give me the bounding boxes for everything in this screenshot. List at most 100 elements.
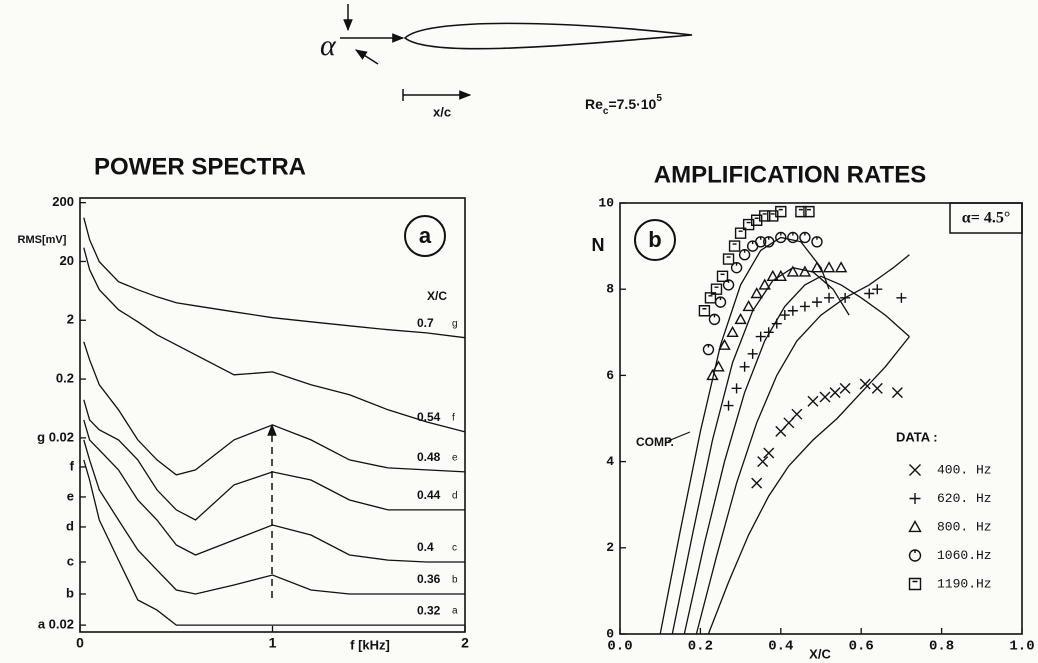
data-point: [798, 265, 812, 277]
x-tick-label: 0.6: [849, 639, 874, 655]
legend-label: 620. Hz: [937, 491, 992, 506]
data-point: [750, 214, 763, 226]
y-tick-label: 0.2: [56, 371, 74, 386]
data-point: [728, 240, 741, 252]
alpha-symbol: α: [320, 29, 337, 62]
y-tick-label: 2: [67, 312, 74, 327]
data-point: [791, 408, 803, 420]
data-point: [763, 236, 775, 248]
y-tick-label: g 0.02: [37, 429, 74, 444]
x-tick-label: 0.8: [929, 639, 954, 655]
data-point: [742, 299, 755, 312]
data-point: [786, 265, 800, 277]
y-tick-label: 4: [606, 454, 614, 469]
data-point: [698, 305, 711, 317]
data-point: [702, 343, 715, 356]
y-tick-label: f: [70, 458, 75, 473]
data-point: [811, 236, 823, 248]
x-axis-label: f [kHz]: [350, 637, 390, 652]
data-point: [840, 292, 851, 303]
x-axis-label: X/C: [809, 646, 831, 661]
series-letter: c: [452, 543, 457, 554]
legend-marker: [909, 493, 921, 504]
data-point: [750, 287, 763, 299]
data-point: [734, 227, 747, 239]
y-axis-label: N: [592, 235, 605, 255]
series-letter: a: [452, 606, 458, 617]
data-point: [839, 382, 851, 394]
data-point: [829, 387, 841, 399]
data-point: [706, 368, 719, 381]
computed-curve: [683, 275, 910, 635]
data-point: [891, 387, 903, 399]
data-point: [738, 249, 751, 261]
data-point: [739, 361, 750, 372]
series-letter: f: [452, 413, 455, 424]
data-point: [787, 231, 799, 244]
data-point: [731, 383, 742, 394]
series-letter: d: [452, 491, 458, 502]
y-tick-label: 20: [60, 253, 74, 268]
data-point: [774, 269, 787, 281]
spectrum-line: [83, 439, 465, 595]
x-tick-label: 0.0: [607, 639, 632, 655]
data-point: [824, 292, 835, 303]
legend-marker: [908, 549, 922, 562]
data-point: [763, 447, 775, 459]
data-point: [822, 261, 836, 273]
series-label: 0.44: [417, 488, 441, 502]
reynolds-label: Rec=7.5·105: [585, 93, 662, 117]
y-tick-label: 6: [606, 368, 614, 383]
data-point: [775, 205, 787, 218]
data-point: [718, 338, 731, 350]
chart-title: POWER SPECTRA: [94, 153, 306, 180]
data-point: [742, 218, 755, 231]
data-point: [810, 261, 824, 273]
spectrum-line: [83, 217, 466, 339]
y-tick-label: b: [66, 585, 74, 600]
data-point: [834, 261, 848, 273]
panel-label: a: [419, 223, 432, 248]
legend-marker: [908, 577, 922, 591]
x-tick-label: 1.0: [1009, 639, 1034, 655]
data-point: [734, 312, 747, 325]
series-label: 0.4: [417, 540, 434, 554]
data-point: [859, 378, 871, 390]
y-tick-label: e: [67, 488, 74, 503]
data-point: [766, 269, 779, 281]
x-tick-label: 0.4: [768, 639, 793, 655]
legend-label: 400. Hz: [937, 462, 992, 477]
y-tick-label: 2: [606, 540, 614, 555]
panel-circle: [404, 215, 446, 257]
data-point: [803, 205, 815, 218]
annotation: COMP.: [636, 435, 674, 449]
data-point: [771, 318, 782, 329]
legend-label: 1190.Hz: [937, 576, 992, 591]
data-point: [716, 270, 729, 282]
alpha-label: α= 4.5°: [962, 210, 1010, 227]
computed-curve: [671, 267, 850, 635]
series-letter: g: [452, 318, 458, 329]
data-point: [723, 400, 734, 411]
x-tick-label: 0: [76, 635, 84, 651]
data-point: [787, 305, 798, 316]
computed-curve: [707, 336, 910, 635]
data-point: [708, 313, 721, 325]
legend-label: 1060.Hz: [937, 548, 992, 563]
x-over-c-label: x/c: [433, 104, 451, 119]
data-point: [779, 310, 790, 321]
x-tick-label: 0.2: [688, 639, 713, 655]
series-label: 0.7: [417, 316, 434, 330]
airfoil: [403, 22, 693, 50]
data-point: [751, 477, 763, 489]
y-axis-label: RMS[mV]: [18, 234, 67, 246]
x-tick-label: 2: [461, 635, 469, 651]
data-point: [726, 325, 739, 337]
series-letter: b: [452, 575, 458, 586]
data-point: [807, 395, 819, 407]
spectrum-line: [83, 459, 465, 626]
data-point: [714, 296, 727, 308]
chart-title: AMPLIFICATION RATES: [654, 161, 926, 188]
data-point: [767, 210, 779, 222]
